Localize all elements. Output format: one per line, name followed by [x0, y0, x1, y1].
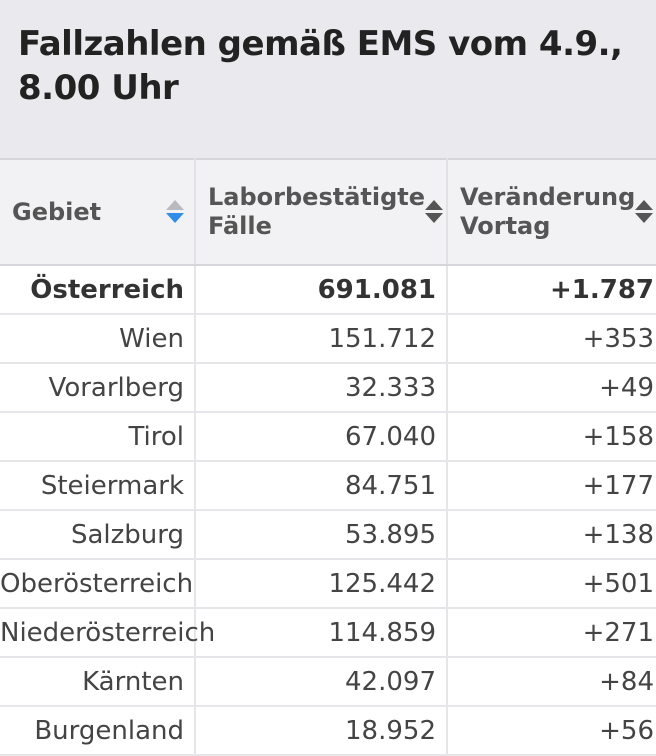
cell-veraenderung: +177: [447, 461, 656, 511]
column-header-faelle-line1: Laborbestätigte: [208, 183, 426, 211]
cases-table: Gebiet Laborbestätigte Fälle Veränderung: [0, 158, 656, 756]
cell-veraenderung: +158: [447, 412, 656, 462]
column-header-gebiet-label: Gebiet: [12, 197, 102, 226]
title-block: Fallzahlen gemäß EMS vom 4.9., 8.00 Uhr: [0, 0, 656, 158]
cell-faelle: 32.333: [195, 363, 448, 413]
cell-faelle: 151.712: [195, 314, 448, 364]
column-header-faelle[interactable]: Laborbestätigte Fälle: [195, 158, 448, 266]
table-row: Niederösterreich 114.859 +271: [0, 608, 656, 658]
cell-veraenderung: +1.787: [447, 265, 656, 315]
title-line-2: 8.00 Uhr: [18, 68, 179, 108]
cell-faelle: 18.952: [195, 706, 448, 756]
cell-faelle: 84.751: [195, 461, 448, 511]
column-header-veraenderung-label: Veränderung Vortag: [460, 183, 635, 241]
cell-gebiet: Österreich: [0, 265, 196, 315]
sort-icon[interactable]: [166, 199, 184, 225]
cell-gebiet: Niederösterreich: [0, 608, 215, 658]
table-row: Tirol 67.040 +158: [0, 412, 656, 462]
cell-gebiet: Tirol: [0, 412, 196, 462]
cell-gebiet: Steiermark: [0, 461, 196, 511]
table-row: Wien 151.712 +353: [0, 314, 656, 364]
table-row: Burgenland 18.952 +56: [0, 706, 656, 756]
cell-faelle: 125.442: [195, 559, 448, 609]
cell-gebiet: Oberösterreich: [0, 559, 196, 609]
cell-gebiet: Kärnten: [0, 657, 196, 707]
column-header-veraenderung[interactable]: Veränderung Vortag: [447, 158, 656, 266]
table-row: Kärnten 42.097 +84: [0, 657, 656, 707]
table-row: Salzburg 53.895 +138: [0, 510, 656, 560]
title-line-1: Fallzahlen gemäß EMS vom 4.9.,: [18, 24, 623, 64]
column-header-faelle-label: Laborbestätigte Fälle: [208, 183, 425, 241]
cell-veraenderung: +353: [447, 314, 656, 364]
column-header-gebiet[interactable]: Gebiet: [0, 158, 196, 266]
table-row: Steiermark 84.751 +177: [0, 461, 656, 511]
table-row: Vorarlberg 32.333 +49: [0, 363, 656, 413]
cell-faelle: 42.097: [195, 657, 448, 707]
column-header-veraenderung-line1: Veränderung: [460, 183, 636, 211]
cell-faelle: 114.859: [195, 608, 448, 658]
page-title: Fallzahlen gemäß EMS vom 4.9., 8.00 Uhr: [18, 22, 638, 110]
cell-faelle: 53.895: [195, 510, 448, 560]
cell-veraenderung: +56: [447, 706, 656, 756]
sort-icon[interactable]: [425, 199, 444, 225]
column-header-veraenderung-line2: Vortag: [460, 212, 551, 240]
cell-gebiet: Burgenland: [0, 706, 196, 756]
column-header-faelle-line2: Fälle: [208, 212, 272, 240]
cell-faelle: 691.081: [195, 265, 448, 315]
cell-faelle: 67.040: [195, 412, 448, 462]
cell-gebiet: Salzburg: [0, 510, 196, 560]
table-header: Gebiet Laborbestätigte Fälle Veränderung: [0, 158, 656, 266]
table-row: Österreich 691.081 +1.787: [0, 265, 656, 315]
cell-veraenderung: +138: [447, 510, 656, 560]
cell-gebiet: Vorarlberg: [0, 363, 196, 413]
cell-veraenderung: +84: [447, 657, 656, 707]
cell-veraenderung: +271: [447, 608, 656, 658]
sort-icon[interactable]: [635, 199, 654, 225]
cell-gebiet: Wien: [0, 314, 196, 364]
cell-veraenderung: +501: [447, 559, 656, 609]
table-row: Oberösterreich 125.442 +501: [0, 559, 656, 609]
cell-veraenderung: +49: [447, 363, 656, 413]
table-body: Österreich 691.081 +1.787 Wien 151.712 +…: [0, 265, 656, 756]
